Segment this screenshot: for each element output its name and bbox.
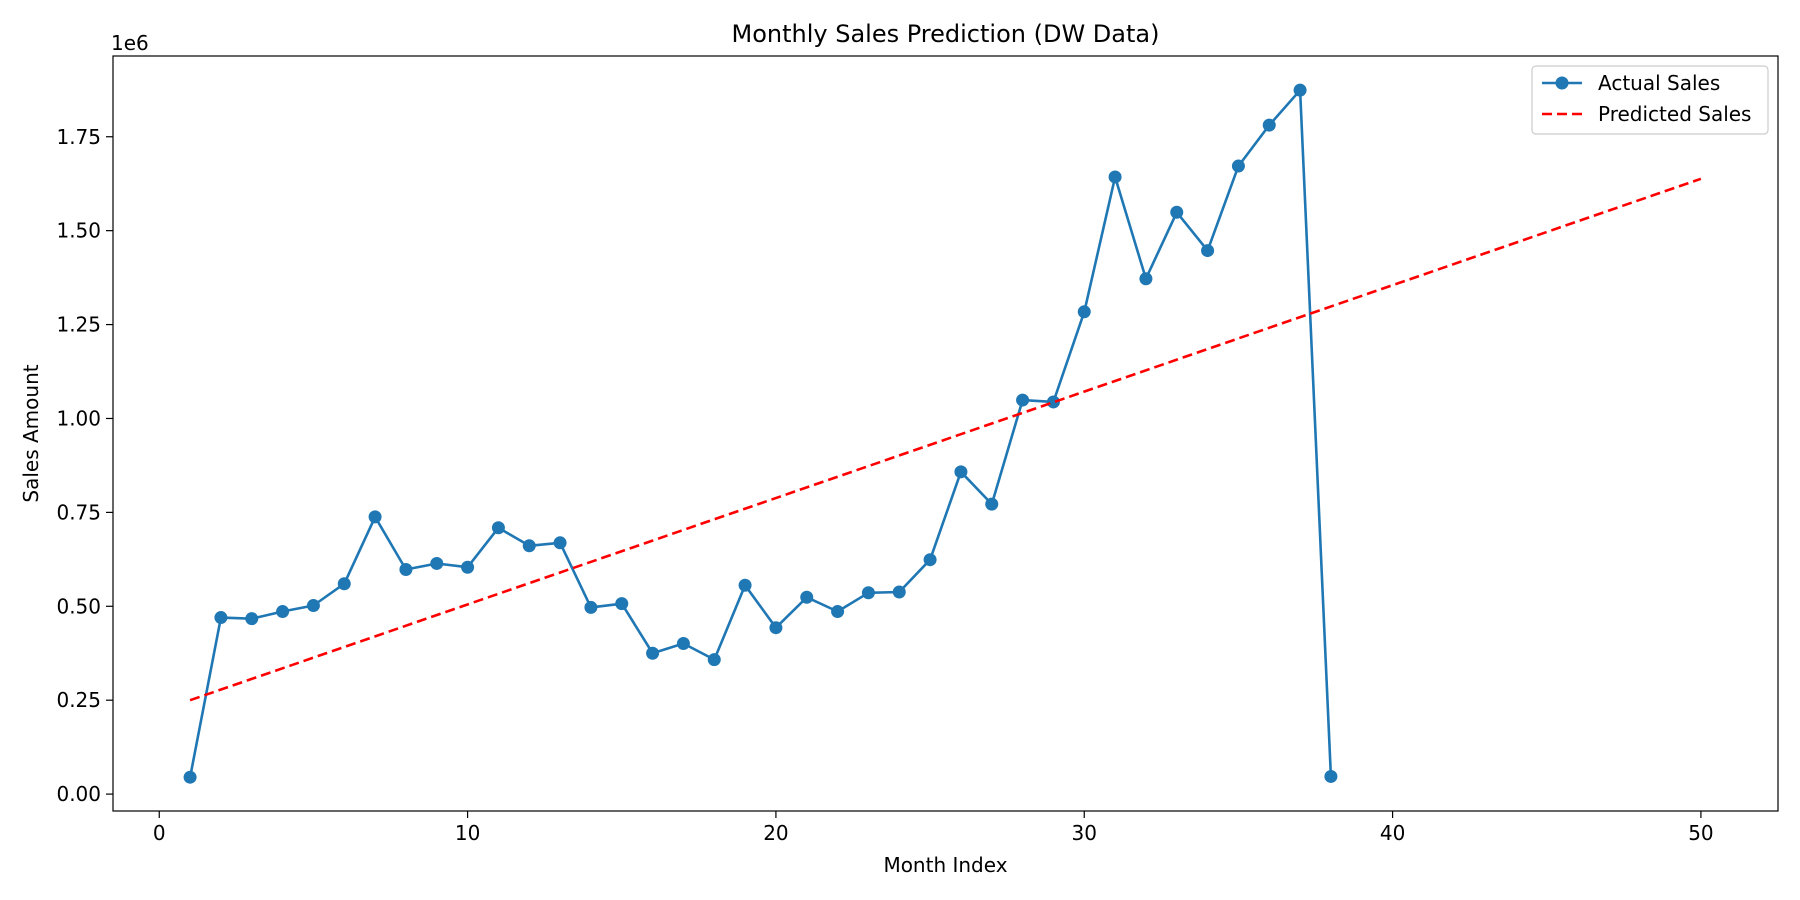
y-tick-label: 1.50 — [56, 219, 101, 243]
x-tick-label: 20 — [763, 821, 788, 845]
data-point — [1324, 769, 1338, 783]
y-axis-offset-label: 1e6 — [111, 31, 149, 55]
legend-label-predicted-sales: Predicted Sales — [1598, 102, 1751, 126]
data-point — [214, 611, 228, 625]
data-point — [954, 465, 968, 479]
data-point — [461, 560, 475, 574]
data-point — [769, 621, 783, 635]
chart-title: Monthly Sales Prediction (DW Data) — [732, 20, 1160, 48]
data-point — [399, 562, 413, 576]
x-tick-label: 10 — [455, 821, 480, 845]
data-point — [1262, 118, 1276, 132]
data-point — [1293, 83, 1307, 97]
y-tick-label: 1.25 — [56, 313, 101, 337]
data-point — [615, 597, 629, 611]
data-point — [306, 599, 320, 613]
x-tick-label: 50 — [1688, 821, 1713, 845]
data-point — [1016, 393, 1030, 407]
data-point — [491, 521, 505, 535]
legend-box — [1531, 65, 1769, 135]
series-line-predicted-sales — [189, 177, 1702, 702]
data-point — [676, 636, 690, 650]
x-axis-label: Month Index — [883, 853, 1007, 877]
data-point — [1201, 244, 1215, 258]
data-point — [831, 605, 845, 619]
plot-marks — [183, 83, 1702, 784]
data-point — [276, 605, 290, 619]
x-axis-ticks: 0 10 20 30 40 50 — [153, 811, 1714, 845]
legend: Actual Sales Predicted Sales — [1531, 65, 1769, 135]
data-point — [1139, 272, 1153, 286]
x-tick-label: 0 — [153, 821, 166, 845]
y-tick-label: 1.00 — [56, 406, 101, 430]
data-point — [584, 600, 598, 614]
data-point — [800, 590, 814, 604]
data-point — [738, 578, 752, 592]
data-point — [646, 646, 660, 660]
data-point — [553, 536, 567, 550]
data-point — [1046, 395, 1060, 409]
y-tick-label: 0.25 — [56, 688, 101, 712]
data-point — [430, 556, 444, 570]
data-point — [1170, 205, 1184, 219]
data-point — [985, 497, 999, 511]
data-point — [707, 653, 721, 667]
y-tick-label: 0.75 — [56, 500, 101, 524]
data-point — [1231, 159, 1245, 173]
data-point — [245, 612, 259, 626]
data-point — [923, 553, 937, 567]
data-point — [1108, 170, 1122, 184]
x-tick-label: 40 — [1380, 821, 1405, 845]
y-axis-label: Sales Amount — [19, 364, 43, 502]
data-point — [892, 585, 906, 599]
legend-label-actual-sales: Actual Sales — [1598, 71, 1720, 95]
y-tick-label: 0.00 — [56, 782, 101, 806]
legend-marker-actual-sales — [1555, 76, 1569, 90]
data-point — [337, 577, 351, 591]
data-point — [522, 539, 536, 553]
data-point — [368, 510, 382, 524]
axes-frame — [112, 55, 1779, 812]
data-point — [183, 770, 197, 784]
y-tick-label: 1.75 — [56, 125, 101, 149]
data-point — [861, 586, 875, 600]
y-tick-label: 0.50 — [56, 594, 101, 618]
series-line-actual-sales — [188, 88, 1333, 778]
y-axis-ticks: 0.00 0.25 0.50 0.75 1.00 1.25 1.50 1.75 — [56, 125, 113, 806]
x-tick-label: 30 — [1072, 821, 1097, 845]
data-point — [1077, 305, 1091, 319]
